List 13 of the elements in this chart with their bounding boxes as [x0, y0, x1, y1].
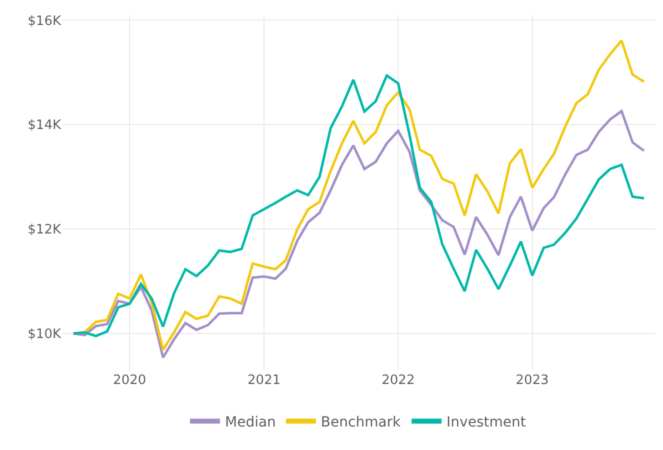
legend-label: Median — [225, 414, 276, 431]
legend-label: Investment — [446, 414, 526, 431]
line-series — [72, 74, 646, 338]
x-tick-label: 2022 — [382, 373, 415, 388]
x-tick-label: 2023 — [516, 373, 549, 388]
y-tick-label: $10K — [28, 327, 62, 342]
y-tick-label: $16K — [28, 14, 62, 29]
x-tick-label: 2020 — [113, 373, 146, 388]
y-tick-label: $12K — [28, 222, 62, 238]
y-tick-label: $14K — [28, 118, 62, 134]
x-tick-label: 2021 — [248, 373, 281, 388]
line-series — [72, 110, 646, 359]
legend-label: Benchmark — [320, 414, 402, 431]
